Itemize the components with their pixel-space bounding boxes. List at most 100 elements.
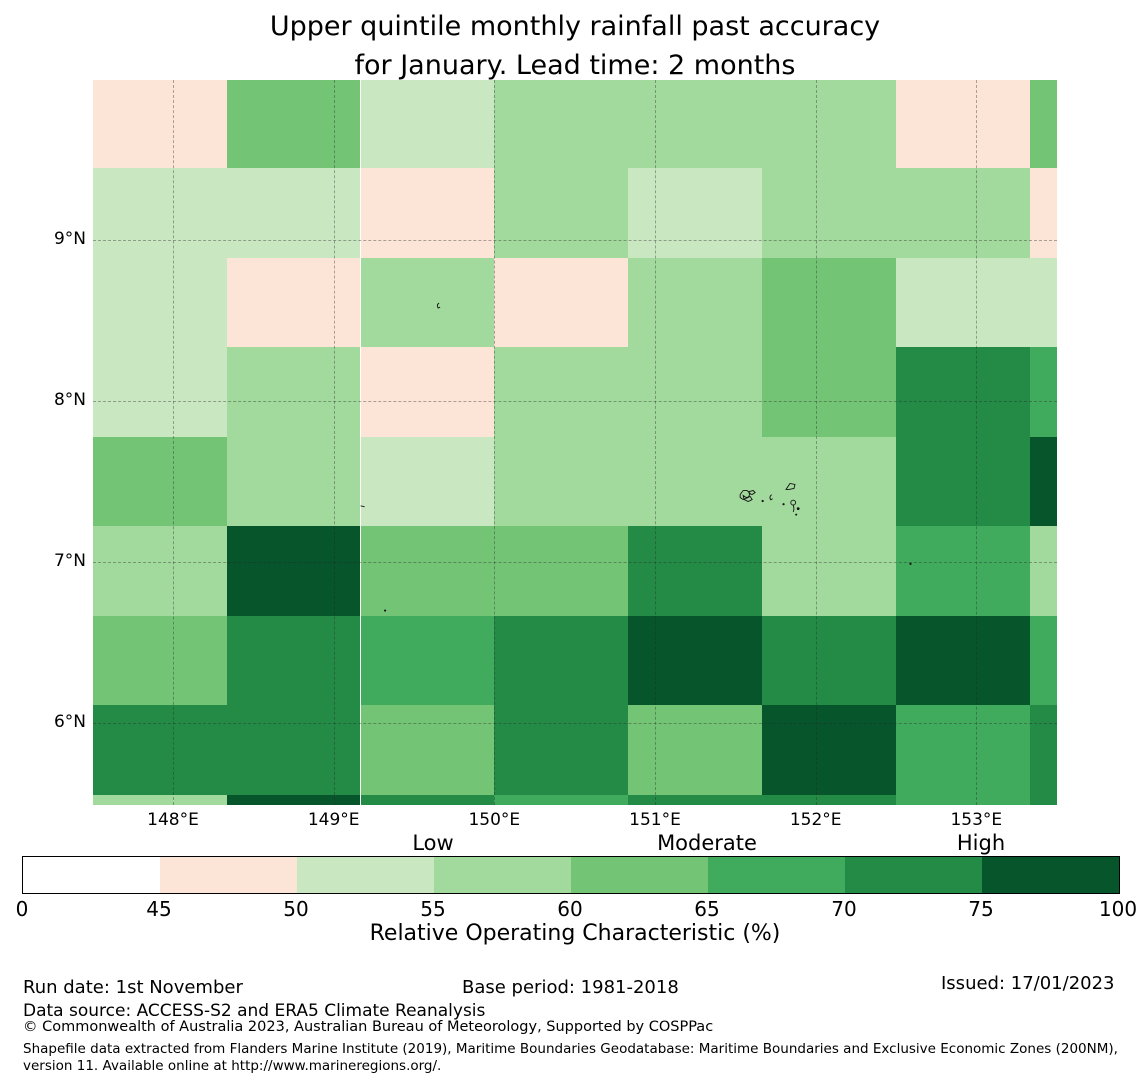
- x-tick-label: 148°E: [147, 810, 199, 830]
- grid-cell: [226, 168, 361, 258]
- run-date-text: Run date: 1st November: [23, 977, 243, 998]
- shapefile-attribution-text: Shapefile data extracted from Flanders M…: [23, 1041, 1118, 1074]
- copyright-text: © Commonwealth of Australia 2023, Austra…: [23, 1019, 714, 1035]
- grid-cell: [360, 168, 495, 258]
- grid-cell: [93, 347, 227, 437]
- grid-cell: [896, 615, 1030, 706]
- atoll-cluster-island: [739, 490, 751, 501]
- grid-cell: [628, 526, 763, 616]
- islet-island: [436, 302, 441, 309]
- grid-cell: [896, 168, 1030, 258]
- grid-cell: [1029, 347, 1057, 437]
- grid-cell: [226, 436, 361, 527]
- colorbar-segment-45-50: [160, 857, 297, 893]
- grid-cell: [762, 705, 896, 795]
- colorbar-segment-70-75: [845, 857, 982, 893]
- meridian-line: [976, 80, 978, 805]
- chart-title-line1: Upper quintile monthly rainfall past acc…: [269, 11, 881, 42]
- grid-cell: [1029, 436, 1057, 527]
- grid-cell: [628, 257, 763, 348]
- grid-cell: [360, 436, 495, 527]
- parallel-line: [93, 239, 1057, 241]
- atoll-cluster-island: [748, 490, 756, 496]
- colorbar-segment-55-60: [434, 857, 571, 893]
- dash-island: [360, 505, 365, 508]
- grid-cell: [1029, 257, 1057, 348]
- grid-cell: [896, 526, 1030, 616]
- grid-cell: [360, 526, 495, 616]
- colorbar-category-moderate: Moderate: [657, 831, 757, 855]
- colorbar-tick-label: 60: [557, 897, 583, 921]
- meridian-line: [333, 80, 335, 805]
- grid-cell: [762, 168, 896, 258]
- grid-cell: [494, 436, 629, 527]
- dot-island: [796, 507, 800, 510]
- grid-cell: [762, 80, 896, 169]
- grid-cell: [1029, 794, 1057, 805]
- colorbar-tick-label: 75: [968, 897, 994, 921]
- base-period-text: Base period: 1981-2018: [462, 977, 679, 998]
- grid-cell: [628, 347, 763, 437]
- parallel-line: [93, 401, 1057, 403]
- grid-cell: [896, 794, 1030, 805]
- grid-cell: [360, 794, 495, 805]
- islet-island: [769, 494, 773, 501]
- grid-cell: [762, 347, 896, 437]
- grid-cell: [93, 436, 227, 527]
- grid-cell: [896, 80, 1030, 169]
- grid-cell: [226, 705, 361, 795]
- grid-cell: [494, 794, 629, 805]
- x-tick-label: 153°E: [950, 810, 1003, 830]
- grid-cell: [896, 347, 1030, 437]
- grid-cell: [226, 526, 361, 616]
- y-tick-label: 6°N: [53, 712, 86, 733]
- grid-cell: [628, 80, 763, 169]
- grid-cell: [226, 80, 361, 169]
- y-tick-label: 8°N: [53, 390, 86, 411]
- grid-cell: [762, 615, 896, 706]
- colorbar-segment-0-45: [23, 857, 160, 893]
- colorbar-tick-label: 55: [420, 897, 446, 921]
- chart-title-line2: for January. Lead time: 2 months: [354, 50, 796, 81]
- colorbar-tick-label: 70: [831, 897, 857, 921]
- grid-cell: [360, 257, 495, 348]
- colorbar-category-low: Low: [412, 831, 454, 855]
- colorbar-tick-label: 100: [1098, 897, 1138, 921]
- grid-cell: [494, 615, 629, 706]
- colorbar-segment-65-70: [708, 857, 845, 893]
- grid-cell: [226, 615, 361, 706]
- grid-cell: [1029, 705, 1057, 795]
- grid-cell: [93, 80, 227, 169]
- grid-cell: [93, 526, 227, 616]
- y-tick-label: 9°N: [53, 228, 86, 249]
- grid-cell: [494, 347, 629, 437]
- grid-cell: [494, 168, 629, 258]
- grid-cell: [628, 794, 763, 805]
- grid-cell: [93, 705, 227, 795]
- grid-cell: [494, 526, 629, 616]
- grid-cell: [226, 347, 361, 437]
- grid-cell: [762, 257, 896, 348]
- x-tick-label: 150°E: [468, 810, 521, 830]
- ring-tail-island: [790, 499, 797, 506]
- grid-cell: [1029, 615, 1057, 706]
- grid-cell: [360, 80, 495, 169]
- dot-island: [761, 499, 764, 503]
- dot-island: [383, 609, 387, 612]
- grid-cell: [1029, 168, 1057, 258]
- map-heatmap: [93, 80, 1057, 805]
- grid-cell: [628, 615, 763, 706]
- colorbar-axis-label: Relative Operating Characteristic (%): [369, 921, 781, 946]
- colorbar-tick-label: 45: [146, 897, 172, 921]
- meridian-line: [494, 80, 496, 805]
- colorbar-tick-label: 65: [694, 897, 720, 921]
- grid-cell: [896, 257, 1030, 348]
- grid-cell: [628, 436, 763, 527]
- colorbar-segment-75-100: [982, 857, 1119, 893]
- grid-cell: [360, 347, 495, 437]
- grid-cell: [628, 168, 763, 258]
- grid-cell: [360, 615, 495, 706]
- colorbar: [22, 856, 1120, 894]
- grid-cell: [762, 526, 896, 616]
